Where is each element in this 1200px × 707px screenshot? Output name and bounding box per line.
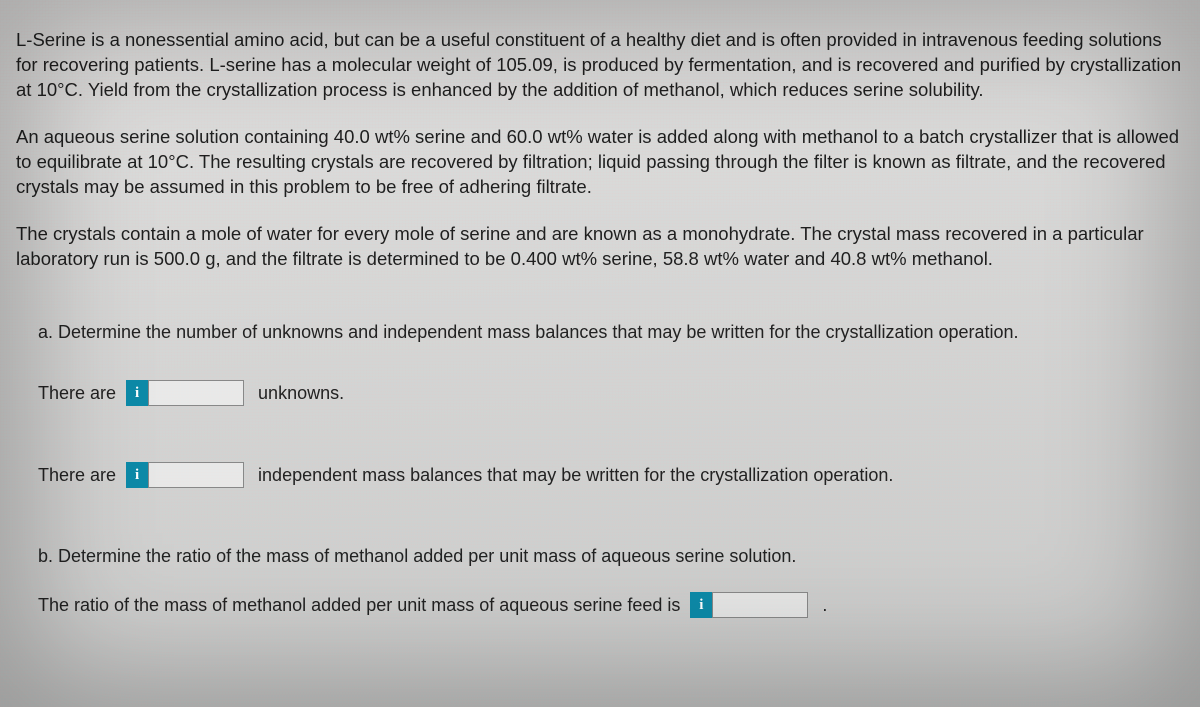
rowB-left-label: The ratio of the mass of methanol added … xyxy=(38,593,680,617)
intro-paragraph-2: An aqueous serine solution containing 40… xyxy=(12,125,1188,200)
row2-right-label: independent mass balances that may be wr… xyxy=(258,463,893,487)
part-a-row-2: There are i independent mass balances th… xyxy=(12,462,1188,488)
part-b-row: The ratio of the mass of methanol added … xyxy=(12,592,1188,618)
unknowns-input[interactable] xyxy=(148,380,244,406)
part-a-row-1: There are i unknowns. xyxy=(12,380,1188,406)
info-icon[interactable]: i xyxy=(126,462,148,488)
ratio-input[interactable] xyxy=(712,592,808,618)
row1-right-label: unknowns. xyxy=(258,381,344,405)
intro-paragraph-1: L-Serine is a nonessential amino acid, b… xyxy=(12,28,1188,103)
part-b-prompt: b. Determine the ratio of the mass of me… xyxy=(12,544,1188,568)
row1-left-label: There are xyxy=(38,381,116,405)
info-icon[interactable]: i xyxy=(126,380,148,406)
mass-balances-input[interactable] xyxy=(148,462,244,488)
row2-left-label: There are xyxy=(38,463,116,487)
info-icon[interactable]: i xyxy=(690,592,712,618)
rowB-right-label: . xyxy=(822,593,827,617)
intro-paragraph-3: The crystals contain a mole of water for… xyxy=(12,222,1188,272)
part-a-prompt: a. Determine the number of unknowns and … xyxy=(12,320,1188,344)
